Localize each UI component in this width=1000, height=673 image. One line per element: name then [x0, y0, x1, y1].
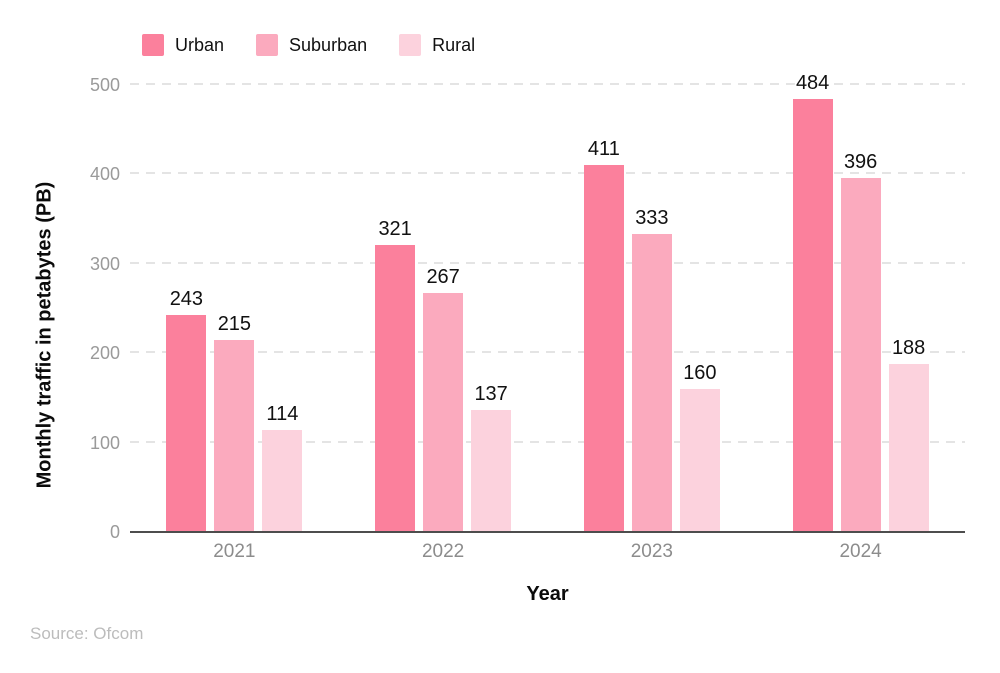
- value-label-rural-2023: 160: [683, 361, 717, 384]
- plot-area: 243 215 114 321 267 137 411 333 160 484 396 188: [130, 72, 965, 533]
- bar-urban-2022: 321: [375, 218, 416, 532]
- bar-urban-2021: 243: [166, 288, 207, 532]
- gridline-100: [130, 440, 965, 443]
- legend-label: Suburban: [289, 35, 368, 55]
- x-tick-label-2024: 2024: [839, 541, 882, 562]
- bar-rural-2024: 188: [888, 337, 929, 532]
- y-axis-title: Monthly traffic in petabytes (PB): [33, 181, 56, 489]
- value-label-rural-2021: 114: [266, 403, 299, 426]
- value-label-suburban-2023: 333: [635, 207, 669, 230]
- bar-rural-2023: 160: [679, 362, 720, 532]
- y-tick-label-400: 400: [89, 164, 120, 185]
- bar-rural-2021: 114: [262, 403, 303, 532]
- legend-item-suburban: Suburban: [256, 34, 367, 56]
- x-axis-line: [130, 531, 965, 533]
- legend-swatch-urban: [142, 34, 164, 56]
- x-axis-tick-labels: 2021 2022 2023 2024: [130, 541, 965, 563]
- bar-rural-2022: 137: [471, 383, 512, 532]
- chart-legend: Urban Suburban Rural: [142, 34, 475, 56]
- source-note: Source: Ofcom: [30, 624, 144, 643]
- bar-groups: 243 215 114 321 267 137 411 333 160 484 396 188: [130, 72, 965, 532]
- bar-suburban-2024: 396: [840, 151, 881, 532]
- value-label-urban-2021: 243: [169, 287, 204, 310]
- bar-group-2021: 243 215 114: [130, 85, 339, 532]
- value-label-suburban-2021: 215: [217, 312, 252, 335]
- x-tick-label-2023: 2023: [630, 541, 674, 562]
- value-label-urban-2023: 411: [587, 137, 620, 160]
- value-label-rural-2024: 188: [891, 336, 926, 359]
- bar-urban-2023: 411: [583, 138, 624, 532]
- bar-suburban-2023: 333: [631, 207, 672, 532]
- gridline-500: [130, 83, 965, 85]
- y-tick-label-0: 0: [109, 522, 120, 542]
- y-axis-tick-labels: 0 100 200 300 400 500: [0, 75, 120, 542]
- x-tick-label-2021: 2021: [213, 541, 256, 562]
- gridline-300: [130, 261, 965, 264]
- gridline-400: [130, 172, 965, 175]
- y-tick-label-300: 300: [89, 253, 120, 274]
- value-label-urban-2022: 321: [378, 218, 412, 241]
- y-tick-label-500: 500: [89, 75, 120, 95]
- bar-urban-2024: 484: [792, 72, 833, 532]
- legend-item-urban: Urban: [142, 34, 224, 56]
- bar-group-2024: 484 396 188: [756, 72, 965, 532]
- bar-suburban-2021: 215: [214, 313, 255, 532]
- legend-swatch-suburban: [256, 34, 279, 56]
- gridline-200: [130, 351, 965, 354]
- y-tick-label-100: 100: [89, 432, 120, 453]
- value-label-urban-2024: 484: [795, 72, 830, 95]
- legend-swatch-rural: [399, 34, 422, 56]
- legend-item-rural: Rural: [399, 34, 475, 56]
- bar-group-2022: 321 267 137: [339, 85, 548, 532]
- y-tick-label-200: 200: [89, 343, 120, 364]
- legend-label: Rural: [432, 35, 476, 55]
- x-tick-label-2022: 2022: [421, 541, 465, 562]
- bar-suburban-2022: 267: [423, 266, 464, 532]
- value-label-suburban-2024: 396: [843, 150, 878, 173]
- legend-label: Urban: [175, 35, 225, 55]
- bar-group-2023: 411 333 160: [548, 85, 757, 532]
- value-label-suburban-2022: 267: [426, 266, 460, 289]
- x-axis-title: Year: [526, 583, 569, 605]
- value-label-rural-2022: 137: [474, 382, 508, 405]
